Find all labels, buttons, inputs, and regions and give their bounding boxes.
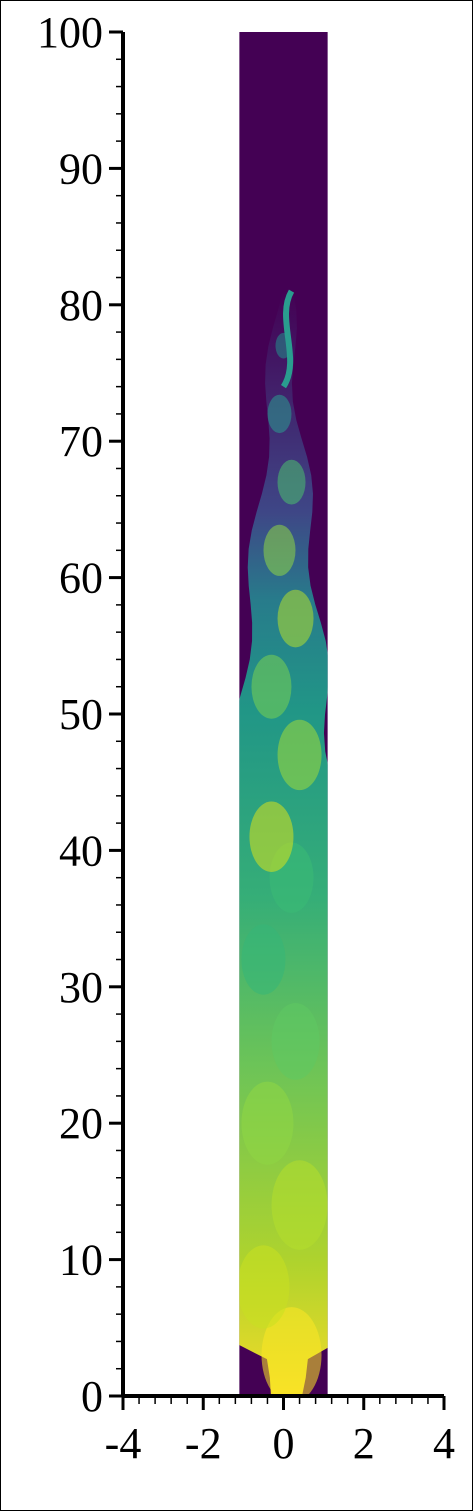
plume-eddy — [241, 1082, 293, 1165]
plume-eddy — [263, 525, 295, 576]
y-tick-label: 70 — [59, 417, 103, 466]
plume-eddy — [272, 1003, 320, 1080]
y-tick-label: 40 — [59, 826, 103, 875]
plume-eddy — [278, 460, 306, 505]
y-tick-label: 50 — [59, 690, 103, 739]
y-tick-label: 90 — [59, 144, 103, 193]
plume-eddy — [241, 924, 285, 994]
x-tick-label: 0 — [273, 1419, 295, 1468]
y-tick-label: 80 — [59, 281, 103, 330]
plume-eddy — [278, 720, 322, 790]
plume-eddy — [251, 655, 291, 719]
y-tick-label: 20 — [59, 1099, 103, 1148]
x-tick-label: 2 — [353, 1419, 375, 1468]
scalar-field — [227, 32, 341, 1403]
x-tick-label: 4 — [433, 1419, 455, 1468]
plume-eddy — [272, 1160, 328, 1250]
y-tick-label: 10 — [59, 1236, 103, 1285]
x-tick-label: -2 — [185, 1419, 222, 1468]
plume-eddy — [249, 802, 293, 872]
x-tick-label: -4 — [105, 1419, 142, 1468]
y-tick-label: 60 — [59, 554, 103, 603]
plume-eddy — [237, 1245, 289, 1328]
plume-eddy — [267, 395, 291, 433]
y-tick-label: 30 — [59, 963, 103, 1012]
y-tick-label: 0 — [81, 1372, 103, 1421]
y-tick-label: 100 — [37, 8, 103, 57]
plume-eddy — [278, 590, 314, 648]
